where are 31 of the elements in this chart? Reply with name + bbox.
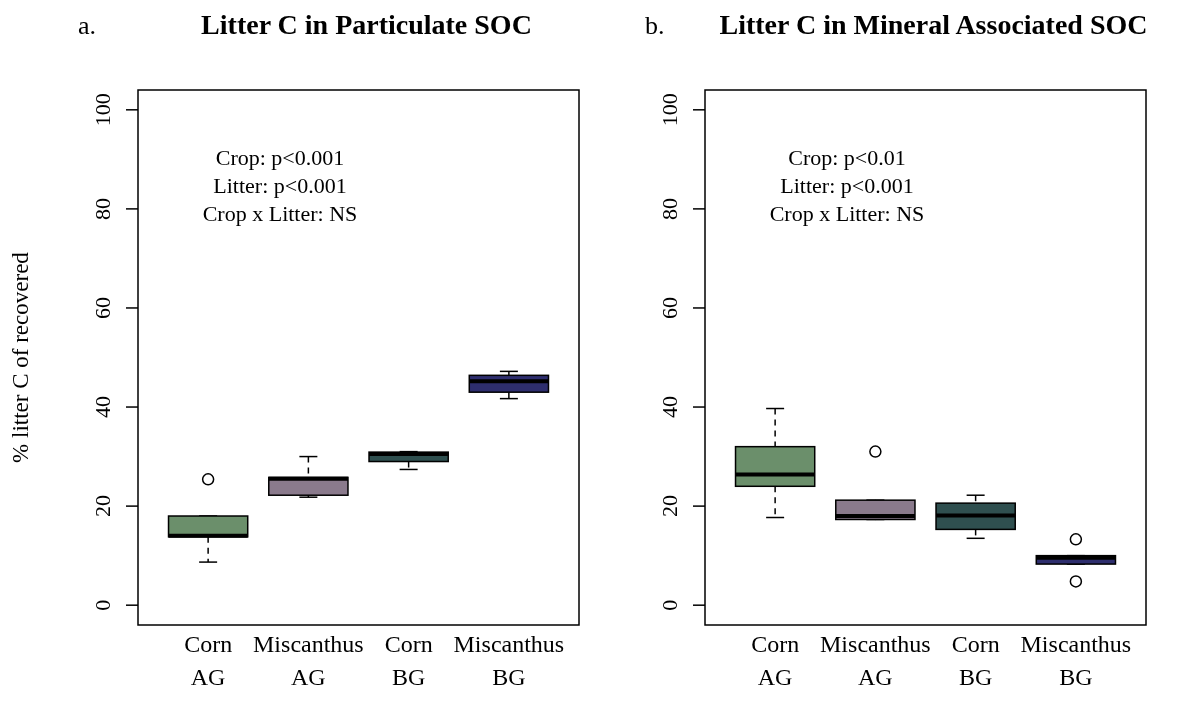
x-tick-label: Miscanthus AG [820, 631, 931, 690]
y-tick-label: 80 [90, 197, 115, 220]
annotation: Crop x Litter: NS [769, 201, 925, 226]
annotation: Crop: p<0.001 [215, 145, 345, 170]
y-tick-label: 20 [657, 495, 682, 518]
y-tick-label: 100 [90, 93, 115, 127]
text: b. [645, 11, 665, 40]
chart-title: Litter C in Mineral Associated SOC [719, 9, 1148, 40]
x-tick-label: Corn AG [184, 631, 233, 690]
y-axis-title: % litter C of recovered [8, 251, 33, 463]
y-tick-label: 40 [657, 396, 682, 419]
y-tick-label: 20 [90, 495, 115, 518]
x-tick-label: Corn BG [384, 631, 433, 690]
text: a. [78, 11, 97, 40]
x-tick-label: Miscanthus AG [253, 631, 364, 690]
y-tick-label: 40 [90, 396, 115, 419]
annotation: Litter: p<0.001 [780, 173, 914, 198]
annotation: Crop x Litter: NS [202, 201, 358, 226]
x-tick-label: Miscanthus BG [453, 631, 565, 690]
y-tick-label: 0 [90, 599, 115, 611]
chart-title: Litter C in Particulate SOC [201, 9, 532, 40]
annotation: Crop: p<0.01 [788, 145, 906, 170]
y-tick-label: 60 [657, 296, 682, 319]
x-tick-label: Corn BG [951, 631, 1000, 690]
x-tick-label: Miscanthus BG [1020, 631, 1132, 690]
y-tick-label: 0 [657, 599, 682, 611]
y-tick-label: 60 [90, 296, 115, 319]
y-tick-label: 80 [657, 197, 682, 220]
annotation: Litter: p<0.001 [213, 173, 347, 198]
x-tick-label: Corn AG [751, 631, 800, 690]
y-tick-label: 100 [657, 93, 682, 127]
